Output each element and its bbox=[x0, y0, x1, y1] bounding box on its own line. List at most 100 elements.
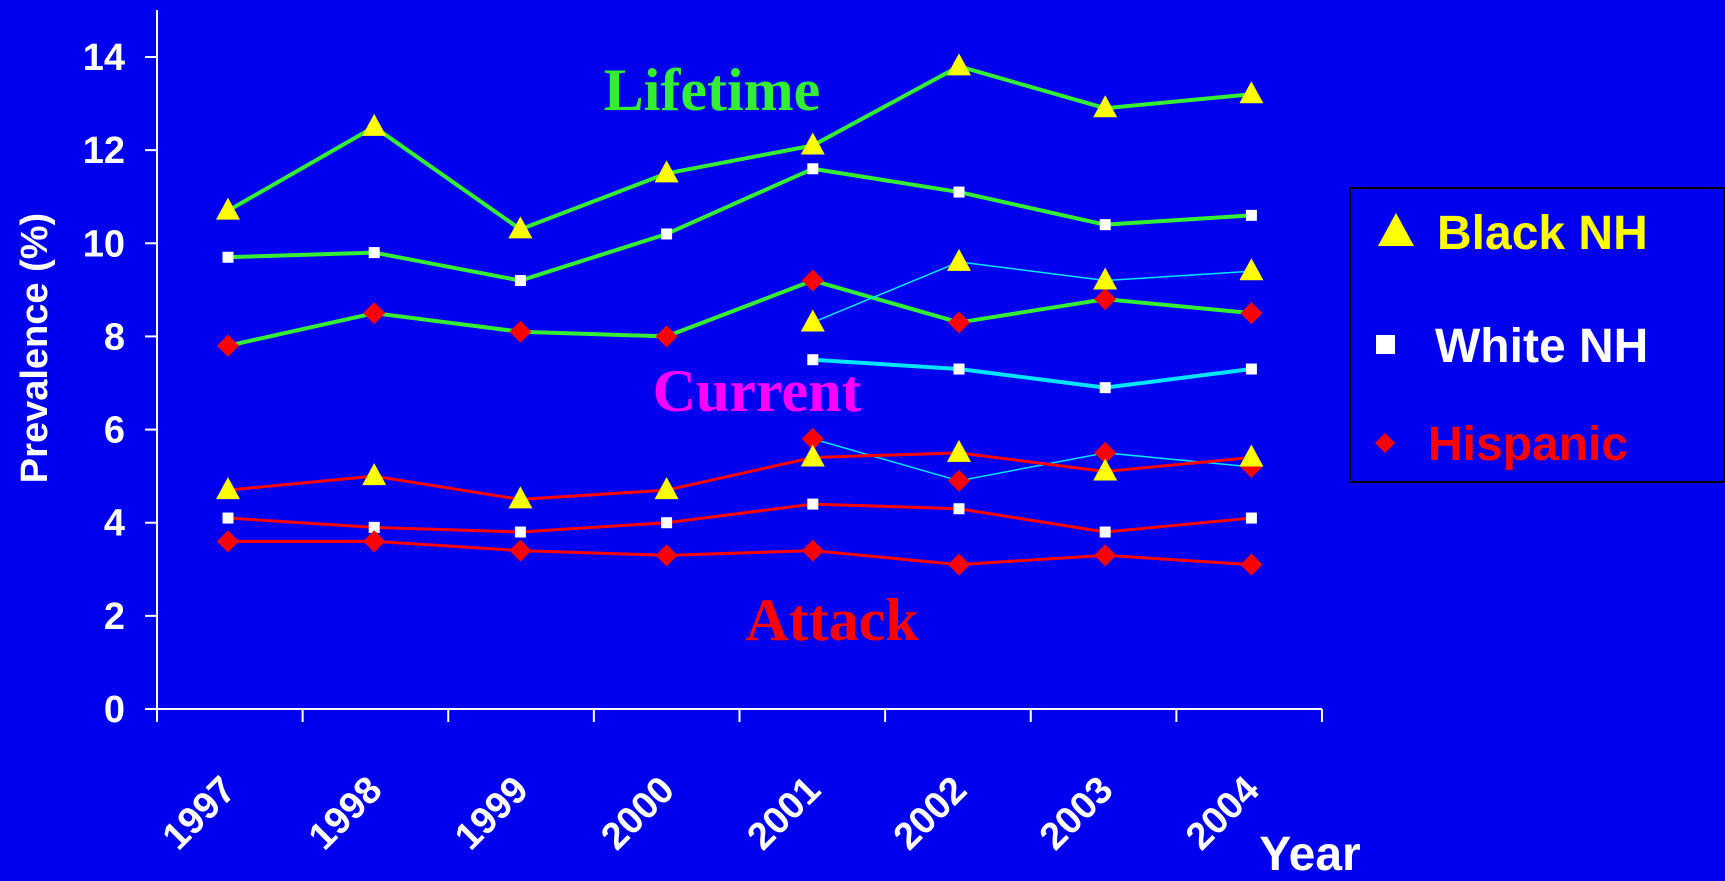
diamond-marker bbox=[948, 553, 970, 576]
x-tick-label: 2000 bbox=[593, 769, 682, 858]
square-marker bbox=[953, 503, 965, 515]
square-marker bbox=[953, 363, 965, 375]
legend-square-icon bbox=[1376, 335, 1395, 354]
diamond-marker bbox=[363, 530, 386, 553]
y-tick-label: 10 bbox=[83, 223, 125, 265]
triangle-marker bbox=[1239, 258, 1264, 281]
diamond-marker bbox=[948, 469, 970, 492]
diamond-marker bbox=[1240, 302, 1263, 325]
legend-diamond-icon bbox=[1375, 433, 1395, 453]
triangle-marker bbox=[216, 477, 240, 500]
triangle-marker bbox=[1239, 81, 1264, 104]
square-marker bbox=[661, 228, 673, 240]
square-marker bbox=[1099, 219, 1111, 231]
legend-label-white-nh: White NH bbox=[1435, 320, 1648, 373]
legend-label-black-nh: Black NH bbox=[1437, 207, 1648, 260]
triangle-marker bbox=[800, 309, 825, 332]
diamond-marker bbox=[217, 530, 239, 553]
square-marker bbox=[1245, 363, 1257, 375]
lifetime-black-nh-line bbox=[227, 64, 1252, 232]
diamond-marker bbox=[509, 539, 532, 562]
square-marker bbox=[953, 186, 965, 198]
x-tick-label: 2001 bbox=[740, 769, 829, 858]
triangle-marker bbox=[508, 486, 533, 509]
legend-box bbox=[1349, 187, 1725, 483]
legend: Black NH White NH Hispanic bbox=[1349, 187, 1725, 483]
x-axis-title: Year bbox=[1259, 828, 1360, 881]
diamond-marker bbox=[1094, 288, 1117, 311]
x-tick-label: 1997 bbox=[155, 769, 244, 858]
diamond-marker bbox=[1240, 553, 1263, 576]
annotations: Lifetime Current Attack bbox=[604, 57, 920, 653]
axes: 0 2 4 6 8 10 12 14 1997 1998 1999 2000 2001 2002 2003 2… bbox=[14, 10, 1361, 881]
diamond-marker bbox=[801, 539, 824, 562]
y-tick-label: 6 bbox=[104, 410, 125, 452]
lifetime-hispanic-line bbox=[227, 278, 1252, 348]
attack-hispanic-line bbox=[228, 539, 1252, 567]
triangle-marker bbox=[216, 197, 240, 220]
diamond-marker bbox=[509, 320, 532, 343]
annotation-lifetime: Lifetime bbox=[604, 57, 821, 123]
diamond-marker bbox=[801, 427, 824, 450]
square-marker bbox=[514, 526, 526, 538]
x-tick-label: 2002 bbox=[886, 769, 975, 858]
triangle-marker bbox=[800, 444, 825, 467]
current-hispanic-line bbox=[812, 438, 1252, 482]
series-lines bbox=[227, 64, 1252, 567]
square-marker bbox=[807, 354, 819, 366]
square-marker bbox=[807, 498, 819, 510]
x-tick-label: 2003 bbox=[1032, 769, 1121, 858]
square-marker bbox=[368, 521, 380, 533]
diamond-marker bbox=[801, 269, 824, 292]
y-tick-label: 4 bbox=[104, 503, 125, 545]
triangle-marker bbox=[654, 477, 679, 500]
square-marker bbox=[222, 251, 234, 263]
triangle-marker bbox=[1239, 444, 1264, 467]
square-marker bbox=[807, 163, 819, 175]
attack-white-nh-line bbox=[227, 502, 1252, 534]
y-axis-title: Prevalence (%) bbox=[14, 213, 56, 483]
y-tick-label: 8 bbox=[104, 316, 125, 358]
triangle-marker bbox=[800, 132, 825, 155]
y-tick-label: 12 bbox=[83, 130, 125, 172]
lifetime-white-nh-line bbox=[227, 166, 1252, 283]
diamond-marker bbox=[655, 325, 678, 348]
square-marker bbox=[661, 517, 673, 529]
series-markers bbox=[216, 53, 1264, 576]
triangle-marker bbox=[1093, 95, 1118, 118]
current-white-nh-line bbox=[812, 357, 1252, 390]
square-marker bbox=[222, 512, 234, 524]
legend-label-hispanic: Hispanic bbox=[1428, 418, 1628, 471]
triangle-marker bbox=[362, 113, 387, 136]
triangle-marker bbox=[947, 439, 971, 462]
triangle-marker bbox=[508, 216, 533, 239]
x-tick-label: 1998 bbox=[301, 769, 390, 858]
square-marker bbox=[1099, 382, 1111, 394]
diamond-marker bbox=[948, 311, 970, 334]
annotation-attack: Attack bbox=[745, 587, 919, 653]
y-tick-label: 2 bbox=[104, 596, 125, 638]
square-marker bbox=[368, 247, 380, 259]
triangle-marker bbox=[362, 463, 387, 486]
square-marker bbox=[1245, 512, 1257, 524]
diamond-marker bbox=[1094, 441, 1117, 464]
y-tick-label: 14 bbox=[83, 37, 125, 79]
x-tick-label: 1999 bbox=[447, 769, 536, 858]
triangle-marker bbox=[947, 248, 971, 271]
triangle-marker bbox=[1093, 267, 1118, 290]
diamond-marker bbox=[655, 544, 678, 567]
legend-triangle-icon bbox=[1378, 213, 1414, 246]
triangle-marker bbox=[947, 53, 971, 76]
annotation-current: Current bbox=[653, 358, 862, 424]
square-marker bbox=[514, 275, 526, 287]
diamond-marker bbox=[217, 334, 239, 357]
x-tick-label: 2004 bbox=[1178, 769, 1267, 858]
current-black-nh-line bbox=[812, 261, 1252, 324]
attack-black-nh-line bbox=[227, 451, 1252, 501]
square-marker bbox=[1099, 526, 1111, 538]
triangle-marker bbox=[654, 160, 679, 183]
diamond-marker bbox=[363, 302, 386, 325]
diamond-marker bbox=[1094, 544, 1117, 567]
